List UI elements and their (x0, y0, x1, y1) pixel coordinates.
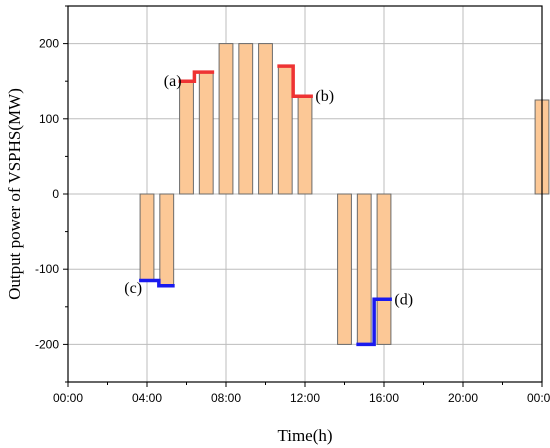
bar-0 (139, 193, 155, 281)
bars (139, 43, 550, 345)
annotations: (a) (b) (c) (d) (124, 73, 413, 308)
bar-6 (258, 43, 273, 195)
tick-labels: 00:00 04:00 08:00 12:00 16:00 20:00 00:00 -200 -… (35, 37, 550, 405)
step-line-2 (139, 278, 175, 288)
bar-11 (376, 193, 392, 345)
step-lines (139, 64, 392, 347)
x-tick-label-1: 04:00 (132, 391, 162, 405)
bar-7 (277, 65, 293, 195)
bar-4 (218, 43, 234, 195)
bar-9 (337, 193, 352, 345)
bar-10 (356, 193, 372, 345)
bar-3 (198, 71, 214, 195)
annotation-0: (a) (164, 73, 182, 90)
bar-2 (179, 80, 194, 195)
annotation-2: (c) (124, 280, 142, 297)
y-tick-label-3: 100 (39, 112, 59, 126)
x-tick-label-3: 12:00 (290, 391, 320, 405)
y-tick-label-0: -200 (35, 337, 59, 351)
y-tick-label-2: 0 (52, 187, 59, 201)
step-line-0 (178, 70, 215, 83)
annotation-3: (d) (394, 291, 413, 308)
x-tick-label-4: 16:00 (369, 391, 399, 405)
x-tick-label-2: 08:00 (211, 391, 241, 405)
step-line-1 (277, 64, 313, 98)
x-tick-label-6: 00:00 (527, 391, 550, 405)
y-tick-label-1: -100 (35, 262, 59, 276)
x-tick-label-0: 00:00 (53, 391, 83, 405)
x-tick-label-5: 20:00 (448, 391, 478, 405)
x-axis-title: Time(h) (277, 426, 332, 445)
bar-1 (159, 193, 175, 287)
y-axis-title: Output power of VSPHS(MW) (5, 88, 24, 300)
step-line-3 (356, 297, 392, 347)
bar-8 (297, 95, 313, 195)
bar-5 (238, 43, 254, 195)
y-tick-label-4: 200 (39, 37, 59, 51)
annotation-1: (b) (315, 88, 334, 105)
plot-frame (63, 5, 543, 387)
